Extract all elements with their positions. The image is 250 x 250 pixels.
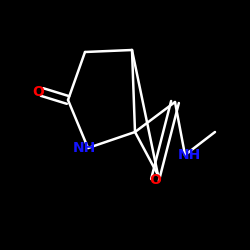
Text: O: O (149, 173, 161, 187)
Text: O: O (32, 85, 44, 99)
Text: NH: NH (72, 141, 96, 155)
Text: NH: NH (178, 148, 201, 162)
